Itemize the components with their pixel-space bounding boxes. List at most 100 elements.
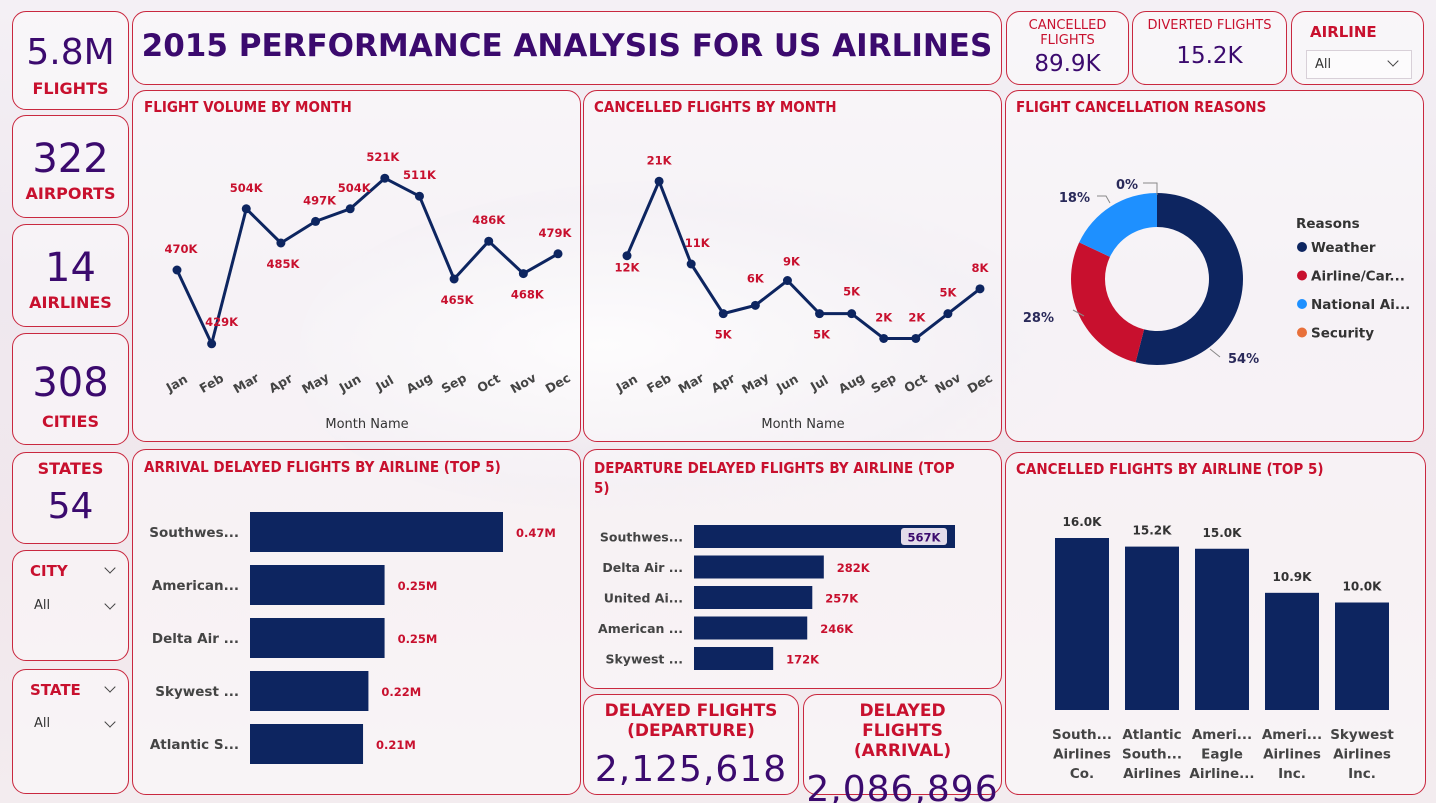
- cancelled-point-may: [750, 300, 760, 310]
- cancelled-series-line: [625, 179, 981, 340]
- volume-tick-label: May: [299, 369, 331, 396]
- cancelled-tick-label: Apr: [709, 370, 739, 396]
- cancelled-tick-label: May: [739, 369, 771, 396]
- delayed-departure-value: 2,125,618: [594, 749, 788, 790]
- cancelled-month-line-chart: 12K Jan 21K Feb 11K Mar 5K Apr 6K May 9K Jun 5K Jul 5K…: [613, 153, 995, 397]
- cancelled-airline-data-label: 10.9K: [1273, 570, 1313, 584]
- flight-volume-x-axis-title: Month Name: [325, 417, 409, 432]
- volume-point-jul: [380, 173, 390, 183]
- cancelled-tick-label: Sep: [868, 370, 898, 396]
- volume-data-label: 468K: [511, 288, 545, 302]
- volume-data-label: 479K: [539, 226, 573, 240]
- delayed-arrival-label: DELAYED FLIGHTS (ARRIVAL): [853, 701, 952, 761]
- delayed-departure-kpi-card: DELAYED FLIGHTS (DEPARTURE) 2,125,618: [583, 694, 799, 795]
- donut-legend-marker-3: [1297, 327, 1307, 338]
- arrival-data-label: 0.25M: [398, 579, 438, 593]
- cancelled-airline-bar-4: [1335, 602, 1389, 710]
- departure-category-label: American ...: [598, 621, 683, 636]
- airline-slicer[interactable]: AIRLINE All: [1291, 11, 1424, 85]
- cancelled-airline-card: CANCELLED FLIGHTS BY AIRLINE (TOP 5) 16.…: [1005, 452, 1426, 795]
- cancelled-airline-category-label: Airlines: [1333, 747, 1391, 763]
- cancelled-point-nov: [943, 309, 953, 319]
- arrival-data-label: 0.21M: [376, 738, 416, 752]
- cancelled-airline-category-label: South...: [1122, 747, 1182, 763]
- departure-bar-3: [694, 616, 808, 640]
- flight-volume-line-chart: 470K Jan 429K Feb 504K Mar 485K Apr 497K May 504K J…: [163, 150, 573, 397]
- cancelled-data-label: 21K: [647, 153, 673, 167]
- airline-dropdown-value: All: [1315, 57, 1332, 72]
- airline-dropdown[interactable]: All: [1306, 50, 1412, 79]
- arrival-category-label: Southwes...: [149, 525, 239, 541]
- city-collapse-icon[interactable]: [104, 562, 116, 574]
- volume-point-jan: [172, 265, 182, 275]
- airports-value: 322: [32, 136, 109, 182]
- cancelled-data-label: 8K: [972, 261, 990, 275]
- donut-data-label: 0%: [1116, 178, 1138, 193]
- city-slicer-value[interactable]: All: [34, 598, 51, 613]
- states-label: STATES: [37, 459, 104, 478]
- donut-legend-item: Security: [1311, 326, 1374, 342]
- donut-leader-line: [1143, 182, 1158, 195]
- cancelled-tick-label: Oct: [901, 371, 929, 396]
- cancelled-value: 89.9K: [1034, 51, 1101, 77]
- arrival-bar-2: [250, 618, 385, 658]
- volume-tick-label: Jul: [372, 372, 396, 394]
- cancelled-data-label: 2K: [908, 310, 926, 324]
- donut-legend-marker-2: [1297, 299, 1307, 309]
- volume-tick-label: Jan: [163, 371, 190, 395]
- donut-slice-0: [1135, 193, 1243, 365]
- flights-value: 5.8M: [26, 32, 115, 73]
- cancelled-point-feb: [654, 176, 664, 186]
- donut-data-label: 28%: [1023, 311, 1054, 326]
- city-slicer[interactable]: CITY All: [12, 550, 129, 661]
- departure-category-label: Southwes...: [600, 530, 683, 545]
- cancellation-reasons-card: FLIGHT CANCELLATION REASONS 54% 28% 18% 0% R…: [1005, 90, 1424, 442]
- city-dropdown-chevron-icon[interactable]: [104, 598, 116, 610]
- state-slicer-value[interactable]: All: [34, 716, 51, 731]
- cancelled-airline-category-label: Airlines: [1263, 747, 1321, 763]
- cancelled-airline-data-label: 15.2K: [1133, 524, 1173, 538]
- state-slicer[interactable]: STATE All: [12, 669, 129, 794]
- donut-leader-line: [1209, 348, 1221, 358]
- cancelled-airline-category-label: Airlines: [1053, 747, 1111, 763]
- departure-bar-1: [694, 555, 824, 579]
- departure-category-label: Skywest ...: [605, 652, 683, 667]
- cancelled-airline-category-label: Ameri...: [1192, 727, 1252, 743]
- volume-tick-label: Oct: [474, 371, 502, 396]
- cancelled-data-label: 12K: [615, 261, 641, 275]
- cancelled-month-chart-card: CANCELLED FLIGHTS BY MONTH 12K Jan 21K Feb 1…: [583, 90, 1002, 442]
- cities-value: 308: [32, 360, 109, 406]
- volume-tick-label: Apr: [266, 370, 296, 396]
- volume-tick-label: Feb: [197, 370, 227, 396]
- cancelled-data-label: 6K: [747, 271, 765, 285]
- volume-data-label: 470K: [165, 242, 199, 256]
- cancelled-airline-category-label: Airlines: [1123, 766, 1181, 782]
- flight-volume-chart-card: FLIGHT VOLUME BY MONTH 470K Jan 429K Feb 504…: [132, 90, 581, 442]
- donut-data-label: 54%: [1228, 352, 1259, 367]
- arrival-bar-4: [250, 724, 364, 764]
- state-dropdown-chevron-icon[interactable]: [104, 716, 116, 728]
- volume-point-jun: [345, 204, 355, 214]
- arrival-data-label: 0.22M: [381, 685, 421, 699]
- cancelled-point-jun: [782, 276, 792, 286]
- departure-category-label: Delta Air ...: [602, 560, 683, 575]
- cancelled-point-apr: [718, 309, 728, 319]
- volume-point-may: [311, 216, 321, 226]
- cancelled-tick-label: Nov: [932, 370, 963, 397]
- state-slicer-label: STATE: [30, 681, 81, 699]
- cancelled-tick-label: Jun: [773, 371, 801, 396]
- cancelled-data-label: 5K: [843, 285, 861, 299]
- volume-point-nov: [518, 269, 528, 279]
- donut-legend-item: National Ai...: [1311, 297, 1410, 313]
- arrival-delayed-card: ARRIVAL DELAYED FLIGHTS BY AIRLINE (TOP …: [132, 449, 581, 795]
- cancelled-point-dec: [975, 284, 985, 294]
- volume-point-mar: [241, 204, 251, 214]
- volume-tick-label: Aug: [404, 370, 435, 397]
- volume-data-label: 511K: [403, 168, 437, 182]
- cancelled-point-mar: [686, 259, 696, 269]
- cancelled-airline-bar-2: [1195, 548, 1249, 710]
- donut-slice-2: [1079, 193, 1157, 257]
- volume-data-label: 504K: [338, 181, 372, 195]
- state-collapse-icon[interactable]: [104, 681, 116, 693]
- cancelled-airline-data-label: 16.0K: [1063, 515, 1103, 529]
